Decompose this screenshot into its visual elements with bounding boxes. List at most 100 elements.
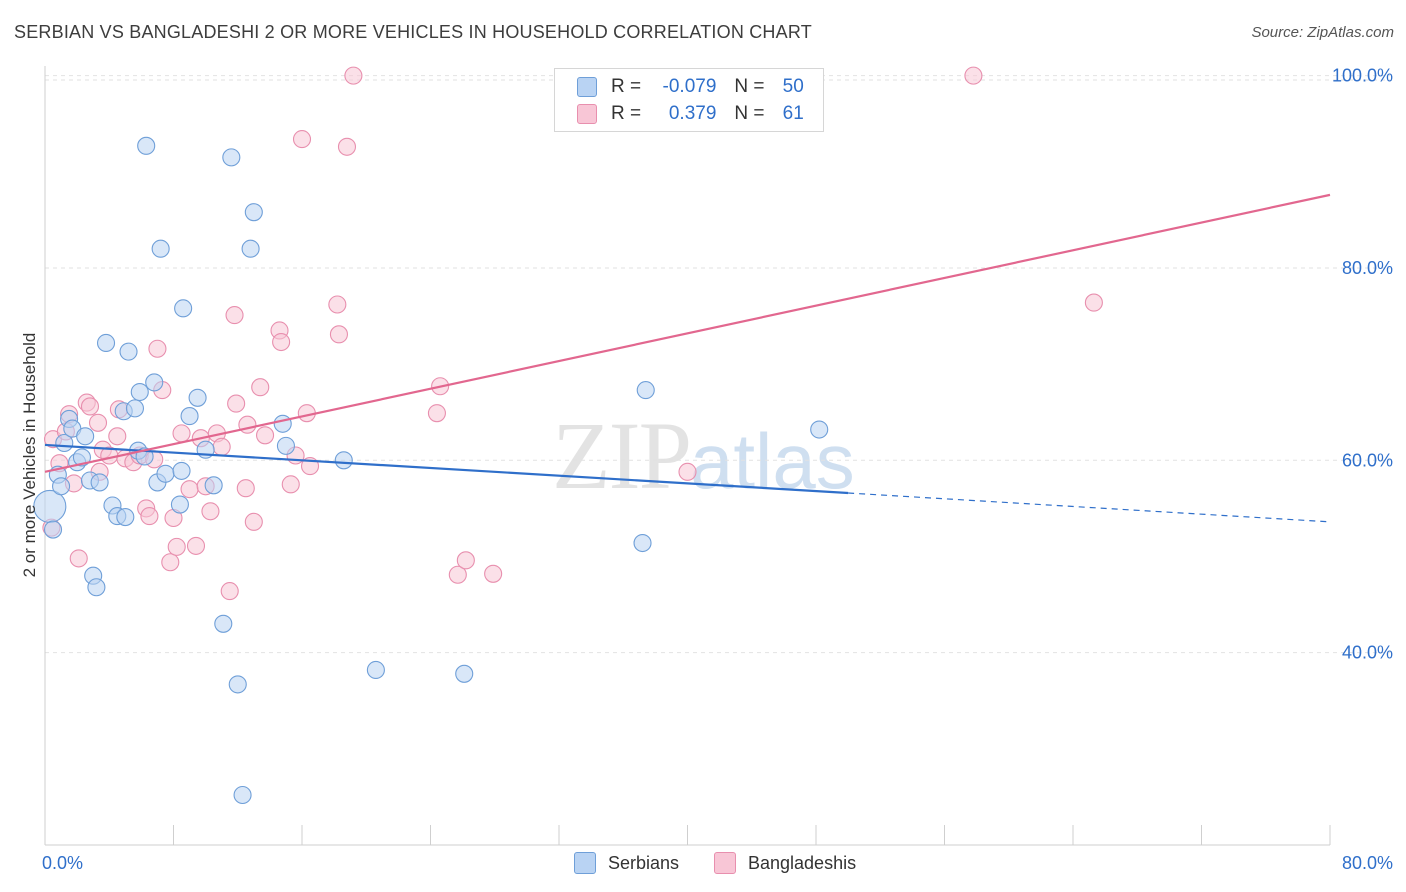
serbian-point [90, 473, 109, 492]
legend-n-label: N = [734, 103, 765, 124]
legend-swatch-serbians [577, 77, 597, 97]
serbian-point [43, 520, 63, 539]
bangladeshi-point [337, 137, 357, 156]
bangladeshi-point [238, 415, 257, 434]
serbian-point [52, 477, 71, 496]
bangladeshi-point [1084, 293, 1103, 312]
serbian-point [276, 436, 295, 455]
bangladeshi-trend-line [44, 193, 1331, 473]
serbian-point [156, 464, 175, 483]
serbian-point [334, 451, 353, 470]
bangladeshi-point [227, 394, 246, 413]
bangladeshi-point [148, 339, 167, 358]
bangladeshi-point [225, 306, 244, 325]
serbian-point [214, 614, 233, 633]
serbian-point [125, 399, 144, 418]
y-axis-label: 2 or more Vehicles in Household [20, 332, 39, 578]
serbian-point [455, 664, 474, 683]
bangladeshi-point [212, 437, 231, 456]
serbian-point [222, 148, 241, 167]
serbian-point [172, 461, 191, 480]
bangladeshi-point [427, 404, 446, 423]
bangladeshi-point [108, 427, 127, 446]
bangladeshi-point [328, 295, 347, 314]
serbian-point [188, 388, 207, 407]
serbian-point [273, 414, 292, 433]
legend-row-bangladeshis: R = 0.379 N = 61 [577, 102, 804, 126]
bangladeshi-point [88, 413, 108, 432]
bangladeshi-point [161, 553, 180, 572]
bottom-legend-swatch-bangladeshis [714, 852, 736, 874]
watermark-zip: ZIP [552, 402, 692, 509]
serbian-point [130, 382, 149, 402]
serbian-point [204, 476, 223, 495]
bangladeshi-point [172, 424, 191, 443]
legend-n-label: N = [734, 76, 765, 97]
y-tick-label: 100.0% [1332, 66, 1393, 86]
x-tick-label: 80.0% [1342, 853, 1393, 873]
serbian-point [72, 448, 91, 467]
y-tick-label: 60.0% [1342, 450, 1393, 470]
bottom-legend-bangladeshis: Bangladeshis [714, 852, 856, 874]
serbian-point [636, 381, 655, 400]
bottom-legend-label-serbians: Serbians [608, 852, 680, 873]
serbian-point [137, 136, 156, 155]
chart-title: SERBIAN VS BANGLADESHI 2 OR MORE VEHICLE… [14, 22, 812, 42]
x-tick-label: 0.0% [42, 853, 83, 873]
legend-swatch-bangladeshis [577, 104, 597, 124]
serbian-point [810, 420, 829, 439]
serbian-point [96, 333, 116, 353]
bangladeshi-point [186, 536, 206, 555]
bangladeshi-point [256, 426, 275, 445]
serbian-point [366, 660, 385, 680]
bangladeshi-point [484, 564, 503, 583]
bottom-legend-serbians: Serbians [574, 852, 679, 874]
correlation-legend: R = -0.079 N = 50 R = 0.379 N = 61 [554, 68, 824, 132]
bangladeshi-point [964, 66, 983, 85]
legend-r-value-bangladeshis: 0.379 [668, 103, 717, 124]
bangladeshi-point [140, 507, 159, 526]
y-tick-label: 80.0% [1342, 258, 1393, 278]
bottom-legend-swatch-serbians [574, 852, 596, 874]
bangladeshi-point [236, 479, 255, 498]
bangladeshi-point [220, 582, 239, 601]
bangladeshi-point [678, 462, 697, 481]
bangladeshi-point [251, 378, 270, 397]
bangladeshi-point [69, 549, 88, 568]
serbian-point [119, 342, 138, 361]
bangladeshi-point [180, 480, 199, 499]
y-tick-label: 40.0% [1342, 643, 1393, 663]
bangladeshi-point [281, 475, 300, 494]
serbian-point [151, 239, 170, 258]
bangladeshi-point [329, 325, 348, 344]
serbian-point [233, 785, 252, 805]
serbian-point [145, 373, 164, 392]
legend-r-label: R = [611, 103, 642, 124]
bangladeshi-point [201, 502, 220, 521]
legend-n-value-serbians: 50 [782, 76, 804, 97]
serbian-trend-extension [848, 492, 1331, 523]
serbian-point [174, 299, 193, 318]
legend-row-serbians: R = -0.079 N = 50 [577, 75, 804, 99]
legend-r-value-serbians: -0.079 [662, 76, 717, 97]
serbian-point [180, 407, 199, 426]
bottom-legend-label-bangladeshis: Bangladeshis [748, 852, 857, 873]
bangladeshi-point [292, 130, 312, 149]
serbian-point [633, 533, 652, 553]
serbian-point [116, 508, 135, 527]
serbian-point [87, 578, 106, 597]
bangladeshi-point [456, 551, 475, 570]
serbian-point [244, 203, 263, 222]
serbian-point [76, 427, 95, 446]
bangladeshi-point [80, 397, 100, 416]
bangladeshi-point [244, 512, 263, 531]
bangladeshi-point [344, 66, 363, 85]
serbian-point [241, 239, 260, 258]
serbian-point [228, 675, 247, 694]
legend-r-label: R = [611, 76, 642, 97]
serbian-trend-line [44, 443, 849, 495]
serbian-point [170, 495, 189, 514]
bangladeshi-point [448, 565, 467, 584]
source-credit: Source: ZipAtlas.com [1251, 24, 1394, 41]
